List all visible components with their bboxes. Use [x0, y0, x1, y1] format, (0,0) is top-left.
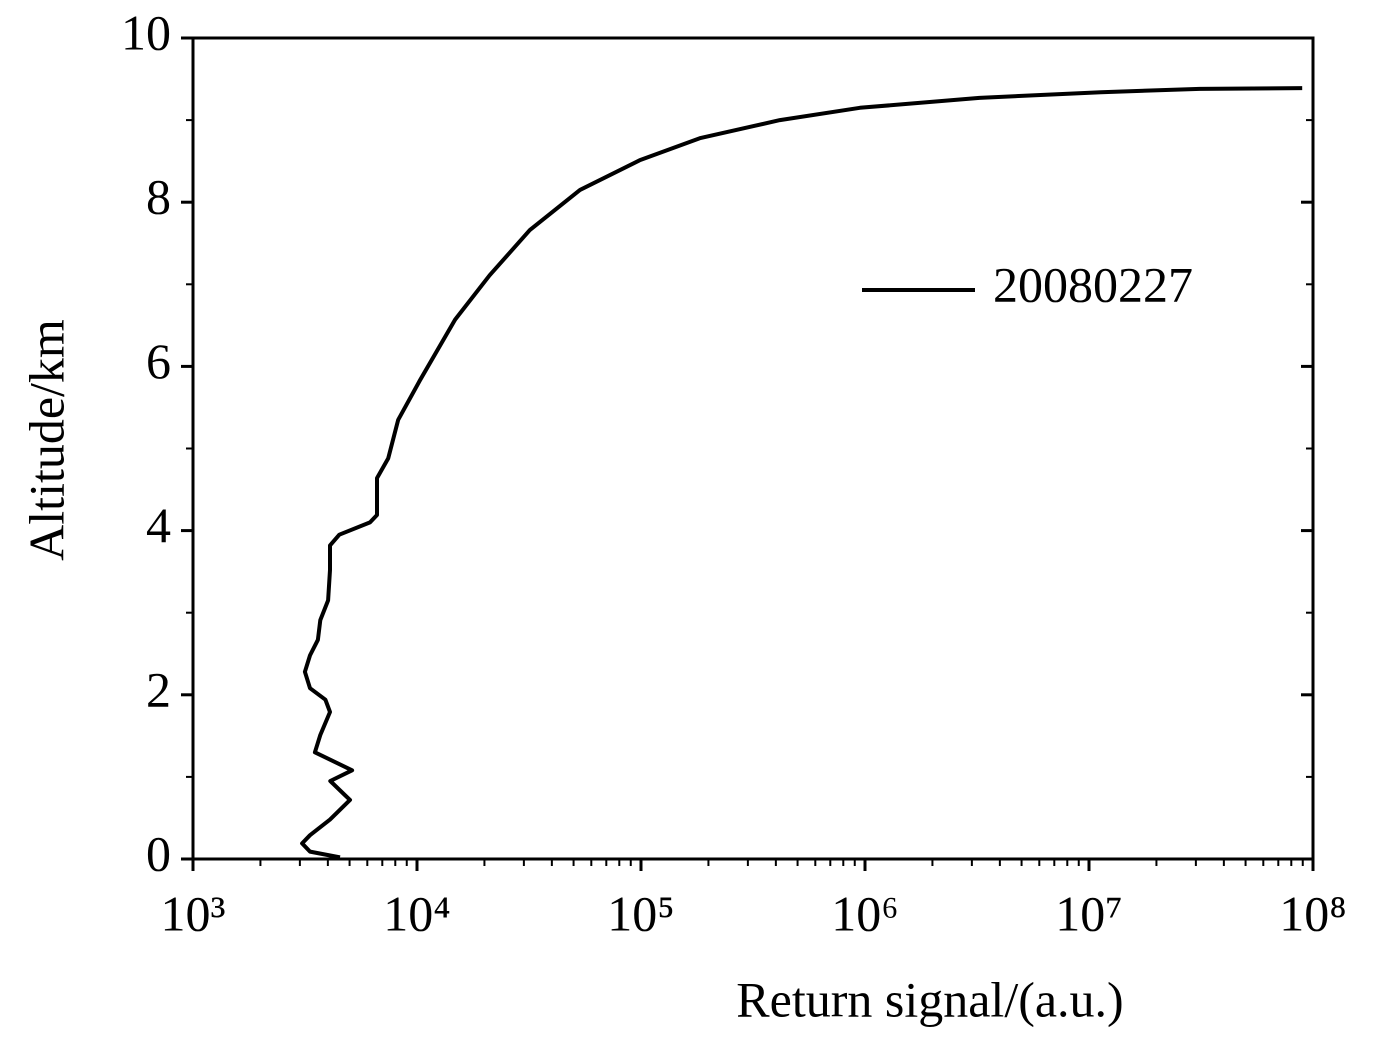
x-tick-label: 10⁵ — [607, 885, 674, 941]
x-tick-label: 10⁶ — [831, 885, 898, 941]
x-tick-label: 10³ — [161, 885, 226, 941]
y-tick-label: 2 — [146, 661, 171, 717]
x-tick-label: 10⁷ — [1055, 885, 1122, 941]
x-axis-label: Return signal/(a.u.) — [736, 971, 1123, 1027]
legend-label: 20080227 — [993, 256, 1193, 312]
x-tick-label: 10⁸ — [1279, 885, 1346, 941]
y-tick-label: 6 — [146, 333, 171, 389]
plot-frame — [191, 36, 1315, 861]
y-tick-label: 8 — [146, 169, 171, 225]
y-tick-label: 4 — [146, 497, 171, 553]
y-tick-label: 0 — [146, 825, 171, 881]
y-tick-label: 10 — [121, 4, 171, 60]
y-axis-label: Altitude/km — [18, 319, 74, 561]
x-tick-label: 10⁴ — [383, 885, 450, 941]
data-line — [300, 86, 1303, 860]
